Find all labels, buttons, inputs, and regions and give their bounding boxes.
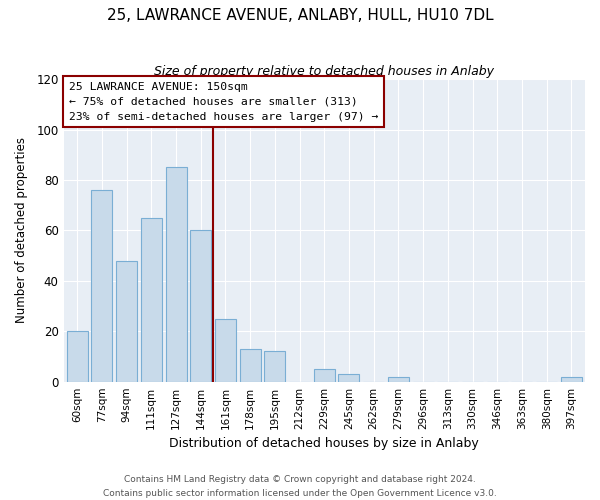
Bar	[141, 218, 162, 382]
Bar	[338, 374, 359, 382]
Bar	[561, 376, 582, 382]
Y-axis label: Number of detached properties: Number of detached properties	[15, 138, 28, 324]
Bar	[190, 230, 211, 382]
Bar	[388, 376, 409, 382]
X-axis label: Distribution of detached houses by size in Anlaby: Distribution of detached houses by size …	[169, 437, 479, 450]
Text: 25 LAWRANCE AVENUE: 150sqm
← 75% of detached houses are smaller (313)
23% of sem: 25 LAWRANCE AVENUE: 150sqm ← 75% of deta…	[69, 82, 378, 122]
Bar	[166, 168, 187, 382]
Bar	[116, 260, 137, 382]
Bar	[215, 318, 236, 382]
Bar	[239, 349, 260, 382]
Bar	[67, 332, 88, 382]
Title: Size of property relative to detached houses in Anlaby: Size of property relative to detached ho…	[154, 65, 494, 78]
Text: 25, LAWRANCE AVENUE, ANLABY, HULL, HU10 7DL: 25, LAWRANCE AVENUE, ANLABY, HULL, HU10 …	[107, 8, 493, 22]
Bar	[314, 369, 335, 382]
Bar	[91, 190, 112, 382]
Bar	[265, 352, 286, 382]
Text: Contains HM Land Registry data © Crown copyright and database right 2024.
Contai: Contains HM Land Registry data © Crown c…	[103, 476, 497, 498]
